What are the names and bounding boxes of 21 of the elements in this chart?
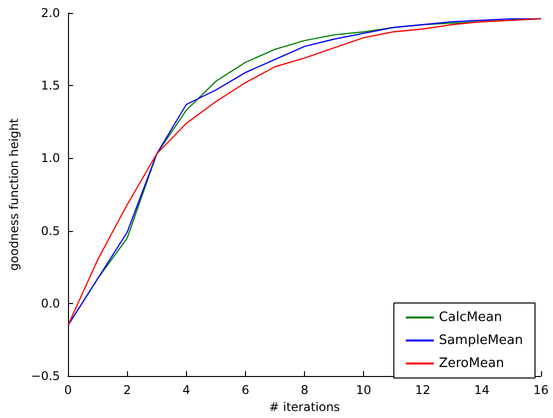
y-tick-label: 1.5	[40, 78, 60, 93]
y-tick-label: 1.0	[40, 151, 60, 166]
y-tick-label: 0.0	[40, 296, 60, 310]
line-series	[67, 18, 542, 326]
x-axis-title: # iterations	[269, 400, 340, 414]
x-tick-label: 0	[64, 383, 72, 398]
legend-label: SampleMean	[438, 333, 524, 348]
x-tick-label: 6	[242, 383, 250, 398]
y-axis-title: goodness function height	[7, 118, 21, 271]
x-tick-label: 8	[300, 383, 308, 398]
x-tick-label: 14	[474, 383, 490, 398]
x-tick-label: 16	[533, 383, 549, 398]
legend-label: ZeroMean	[438, 356, 504, 371]
x-tick-label: 10	[356, 383, 372, 398]
y-tick-label: −0.5	[30, 369, 60, 384]
x-tick-label: 4	[182, 383, 190, 398]
y-tick-label: 0.5	[40, 224, 60, 238]
x-tick-label: 2	[123, 383, 131, 398]
legend-label: CalcMean	[438, 310, 502, 325]
y-tick-label: 2.0	[40, 6, 60, 20]
x-tick-label: 12	[415, 383, 430, 398]
